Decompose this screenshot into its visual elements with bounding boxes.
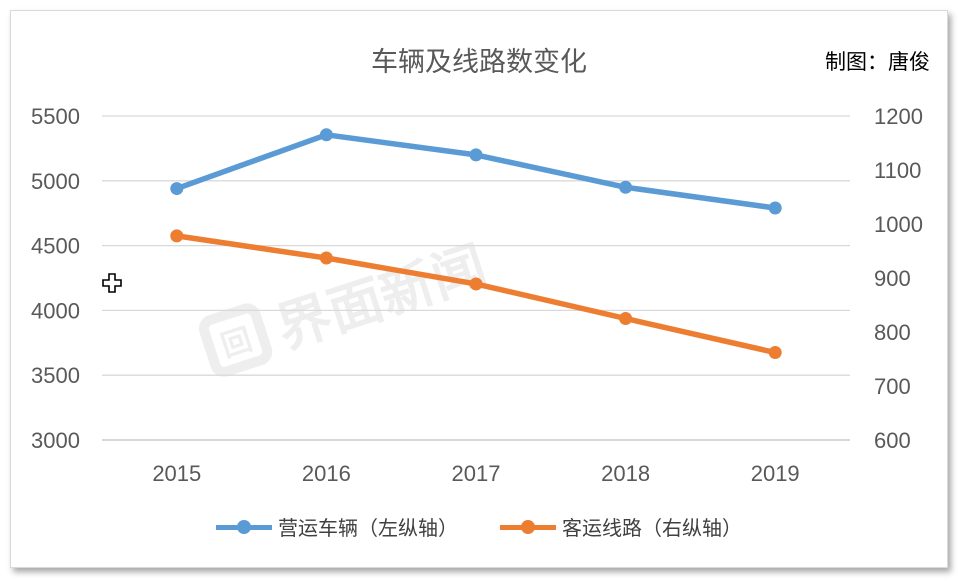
x-axis-tick-label: 2018 <box>601 461 650 486</box>
data-point <box>619 312 633 325</box>
series-line-1 <box>174 132 778 211</box>
left-axis-tick-label: 5500 <box>31 104 80 129</box>
x-axis-ticks: 2015 2016 2017 2018 2019 <box>152 461 799 486</box>
series-layer <box>170 128 782 360</box>
left-axis-tick-label: 3500 <box>31 363 80 388</box>
legend-item-2: 客运线路（右纵轴） <box>500 512 742 541</box>
left-axis-tick-label: 5000 <box>31 169 80 194</box>
right-axis-tick-label: 1200 <box>874 104 923 129</box>
chart-title: 车辆及线路数变化 <box>371 47 587 78</box>
right-axis-tick-label: 600 <box>874 428 911 453</box>
legend-label: 营运车辆（左纵轴） <box>278 516 458 540</box>
left-axis-tick-label: 4000 <box>31 298 80 323</box>
legend-marker-icon <box>500 516 556 538</box>
right-axis-tick-label: 1000 <box>874 212 923 237</box>
right-axis-tick-label: 800 <box>874 320 911 345</box>
x-axis-tick-label: 2019 <box>751 461 800 486</box>
x-axis-tick-label: 2016 <box>302 461 351 486</box>
chart-credit: 制图：唐俊 <box>825 50 930 74</box>
legend-item-1: 营运车辆（左纵轴） <box>216 512 458 541</box>
right-axis-tick-label: 900 <box>874 266 911 291</box>
data-point <box>170 229 184 243</box>
legend-label: 客运线路（右纵轴） <box>562 516 742 540</box>
x-axis-tick-label: 2015 <box>152 461 201 486</box>
left-axis-tick-label: 4500 <box>31 234 80 259</box>
legend: 营运车辆（左纵轴） 客运线路（右纵轴） <box>0 512 958 541</box>
data-point <box>170 182 184 196</box>
data-point <box>319 251 333 265</box>
left-axis-tick-label: 3000 <box>31 428 80 453</box>
legend-marker-icon <box>216 516 272 538</box>
data-point <box>469 277 483 291</box>
series-line-2 <box>174 233 778 356</box>
data-point <box>768 201 782 215</box>
data-point <box>319 128 333 142</box>
move-cursor-icon <box>102 273 122 293</box>
data-point <box>768 346 782 360</box>
right-axis-ticks: 600 700 800 900 1000 1100 1200 <box>874 104 923 453</box>
right-axis-tick-label: 700 <box>874 374 911 399</box>
data-point <box>469 148 483 162</box>
data-point <box>619 180 633 194</box>
left-axis-ticks: 3000 3500 4000 4500 5000 5500 <box>31 104 80 453</box>
right-axis-tick-label: 1100 <box>874 158 921 183</box>
x-axis-tick-label: 2017 <box>452 461 501 486</box>
